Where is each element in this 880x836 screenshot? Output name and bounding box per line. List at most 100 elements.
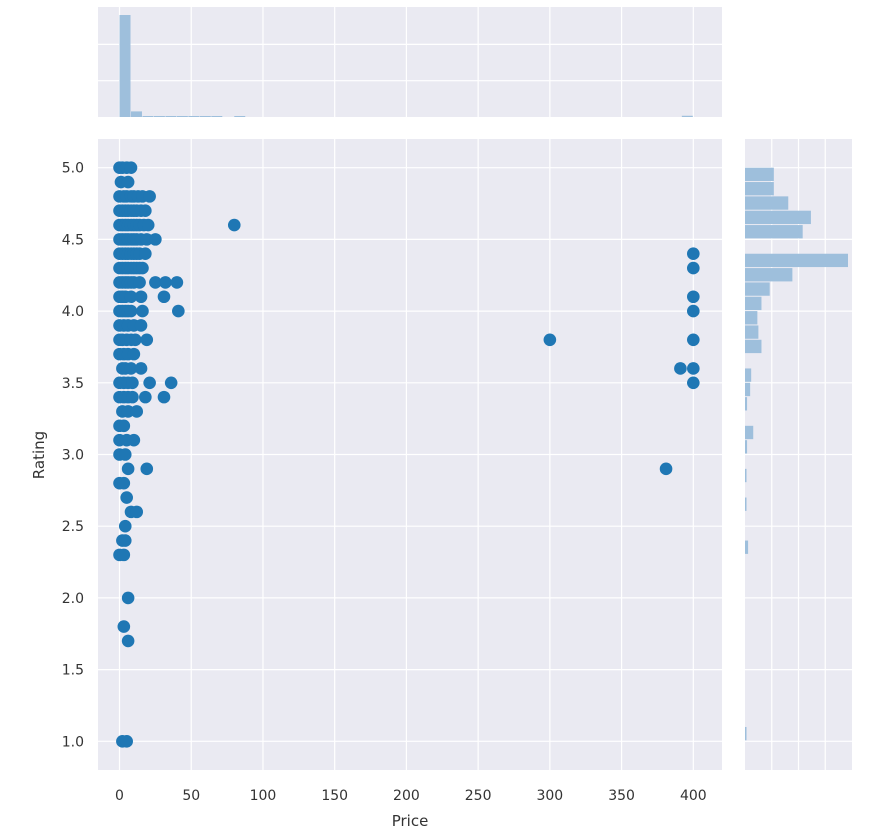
rating-hist-bar <box>745 311 758 325</box>
scatter-point <box>130 405 144 418</box>
y-tick-label: 2.0 <box>62 591 84 607</box>
x-tick-label: 250 <box>465 788 492 804</box>
x-tick-label: 0 <box>115 788 124 804</box>
right-histogram-bars <box>745 167 848 741</box>
scatter-point <box>117 476 131 490</box>
rating-hist-bar <box>745 339 762 354</box>
scatter-point <box>143 190 156 203</box>
scatter-point <box>118 519 132 533</box>
scatter-point <box>127 433 141 447</box>
scatter-point <box>134 290 148 304</box>
price-hist-bar <box>234 116 246 117</box>
price-hist-bar <box>188 116 200 117</box>
scatter-point <box>143 376 156 390</box>
scatter-point <box>118 534 132 547</box>
rating-hist-bar <box>745 253 848 268</box>
y-axis-label: Rating <box>30 431 48 479</box>
x-tick-labels: 0 50 100 150 200 250 300 350 400 <box>115 788 707 804</box>
price-hist-bar <box>176 116 188 117</box>
scatter-point <box>687 247 700 261</box>
scatter-point <box>124 290 138 304</box>
rating-hist-bar <box>745 397 748 411</box>
top-histogram-bars <box>119 15 693 117</box>
rating-hist-bar <box>745 182 774 196</box>
scatter-point <box>121 634 135 648</box>
scatter-point <box>687 304 700 318</box>
scatter-point <box>140 333 154 347</box>
y-tick-label: 3.5 <box>62 376 84 392</box>
scatter-point <box>130 505 144 519</box>
scatter-point <box>128 333 142 347</box>
rating-hist-bar <box>745 296 762 311</box>
y-tick-label: 2.5 <box>62 519 84 535</box>
y-tick-label: 3.0 <box>62 448 84 464</box>
y-tick-labels: 1.0 1.5 2.0 2.5 3.0 3.5 4.0 4.5 5.0 <box>62 161 84 751</box>
rating-hist-bar <box>745 440 748 454</box>
scatter-point <box>124 362 138 375</box>
rating-hist-bar <box>745 382 751 397</box>
scatter-point <box>124 304 138 318</box>
scatter-point <box>117 419 131 433</box>
y-tick-label: 5.0 <box>62 161 84 177</box>
rating-hist-bar <box>745 167 774 182</box>
price-hist-bar <box>211 116 223 117</box>
scatter-point <box>136 304 149 318</box>
rating-hist-bar <box>745 196 789 210</box>
scatter-point <box>139 204 152 218</box>
price-hist-bar <box>142 116 154 117</box>
x-tick-label: 400 <box>680 788 707 804</box>
scatter-point <box>139 247 152 261</box>
scatter-point <box>134 319 148 332</box>
scatter-point <box>120 735 133 748</box>
scatter-point <box>121 175 135 189</box>
scatter-point <box>674 362 687 375</box>
x-tick-label: 100 <box>250 788 277 804</box>
top-histogram-grid <box>98 7 722 117</box>
rating-hist-bar <box>745 325 759 339</box>
scatter-point <box>172 304 185 318</box>
scatter-point <box>134 362 148 375</box>
price-hist-bar <box>165 116 177 117</box>
scatter-point <box>687 362 700 375</box>
scatter-point <box>118 448 132 461</box>
price-hist-bar <box>119 15 131 117</box>
scatter-point <box>149 233 162 246</box>
x-tick-label: 50 <box>182 788 200 804</box>
scatter-point <box>133 276 146 289</box>
scatter-point <box>227 218 241 232</box>
price-hist-bar <box>153 116 165 117</box>
x-tick-label: 350 <box>608 788 635 804</box>
scatter-point <box>126 376 139 390</box>
scatter-point <box>136 261 149 275</box>
rating-hist-bar <box>745 268 793 282</box>
y-tick-label: 4.0 <box>62 304 84 320</box>
scatter-point <box>659 462 673 476</box>
rating-hist-bar <box>745 210 811 225</box>
scatter-point <box>140 233 154 246</box>
scatter-point <box>139 390 152 404</box>
scatter-grid <box>98 139 722 770</box>
top-histogram-panel <box>98 7 722 117</box>
scatter-point <box>117 620 131 633</box>
rating-hist-bar <box>745 540 749 554</box>
scatter-point <box>126 390 139 404</box>
rating-hist-bar <box>745 726 747 741</box>
rating-hist-bar <box>745 497 747 511</box>
rating-hist-bar <box>745 468 747 483</box>
scatter-point <box>121 462 135 476</box>
scatter-point <box>543 333 557 347</box>
rating-hist-bar <box>745 282 770 296</box>
scatter-point <box>157 390 171 404</box>
scatter-point <box>687 333 700 347</box>
y-tick-label: 1.5 <box>62 663 84 679</box>
scatter-point <box>120 491 133 504</box>
y-tick-label: 4.5 <box>62 232 84 248</box>
rating-hist-bar <box>745 425 754 440</box>
scatter-point <box>121 405 135 418</box>
scatter-point <box>121 591 135 605</box>
scatter-point <box>141 218 155 232</box>
x-tick-label: 150 <box>321 788 348 804</box>
scatter-point <box>140 462 154 476</box>
scatter-point <box>124 161 138 174</box>
